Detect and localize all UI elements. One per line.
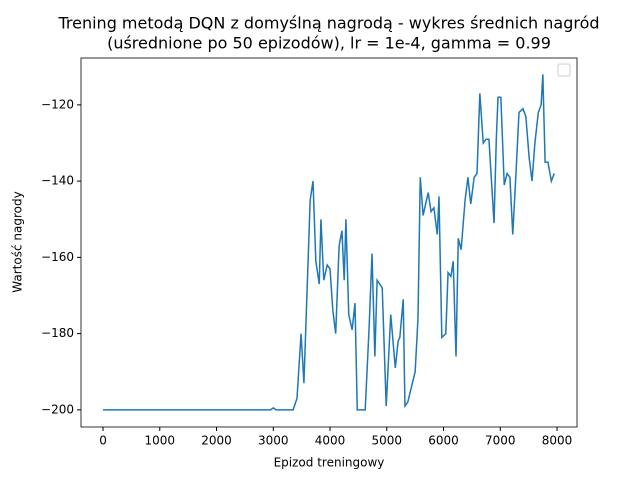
x-tick-label: 2000 xyxy=(201,434,232,448)
y-tick-label: −200 xyxy=(41,402,74,416)
y-tick-label: −120 xyxy=(41,97,74,111)
x-tick-label: 6000 xyxy=(428,434,459,448)
chart-title: (uśrednione po 50 epizodów), lr = 1e-4, … xyxy=(107,34,551,53)
chart-title: Trening metodą DQN z domyślną nagrodą - … xyxy=(57,14,599,33)
y-tick-label: −160 xyxy=(41,250,74,264)
x-tick-label: 1000 xyxy=(144,434,175,448)
line xyxy=(103,74,555,411)
x-tick-label: 5000 xyxy=(371,434,402,448)
x-tick-label: 8000 xyxy=(542,434,573,448)
x-tick-label: 0 xyxy=(99,434,107,448)
plot-frame xyxy=(80,57,578,428)
x-tick-label: 7000 xyxy=(485,434,516,448)
y-tick-label: −180 xyxy=(41,326,74,340)
x-tick-label: 4000 xyxy=(315,434,346,448)
legend-box xyxy=(557,63,571,77)
x-tick-label: 3000 xyxy=(258,434,289,448)
y-axis-label: Wartość nagrody xyxy=(11,191,25,292)
x-axis-label: Epizod treningowy xyxy=(274,456,385,470)
y-tick-label: −140 xyxy=(41,174,74,188)
